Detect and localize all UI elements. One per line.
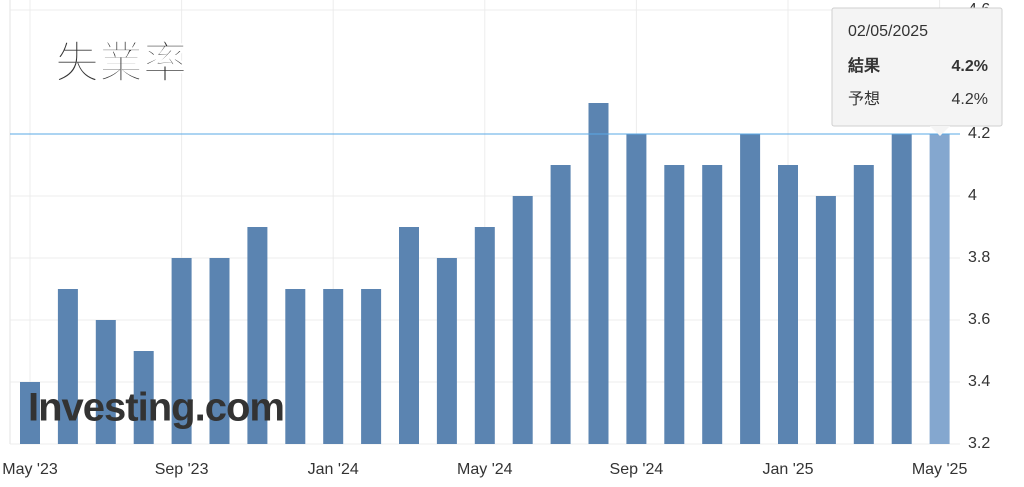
bar bbox=[285, 289, 306, 444]
bar bbox=[664, 165, 685, 444]
chart-title: 失業率 bbox=[55, 39, 187, 88]
bar bbox=[171, 258, 192, 444]
bar bbox=[550, 165, 571, 444]
x-tick-label: Sep '24 bbox=[610, 461, 664, 478]
bar bbox=[778, 165, 798, 444]
bar bbox=[929, 134, 950, 444]
bar bbox=[626, 134, 647, 444]
x-tick-label: May '24 bbox=[457, 461, 513, 478]
bar bbox=[133, 351, 154, 444]
bar bbox=[20, 382, 40, 444]
bar bbox=[702, 165, 723, 444]
bar bbox=[512, 196, 533, 444]
y-tick-label: 4 bbox=[968, 187, 977, 204]
bar bbox=[399, 227, 419, 444]
bar bbox=[95, 320, 116, 444]
bar bbox=[474, 227, 495, 444]
bar bbox=[209, 258, 230, 444]
tooltip-actual-label: 結果 bbox=[848, 56, 880, 75]
y-tick-label: 3.8 bbox=[968, 249, 990, 266]
tooltip-forecast: 4.2% bbox=[952, 91, 988, 108]
tooltip-actual: 4.2% bbox=[952, 58, 988, 75]
bar bbox=[247, 227, 268, 444]
bar bbox=[891, 134, 912, 444]
bar bbox=[815, 196, 836, 444]
y-tick-label: 4.2 bbox=[968, 125, 990, 142]
y-tick-label: 3.4 bbox=[968, 373, 990, 390]
x-tick-label: May '25 bbox=[912, 461, 968, 478]
tooltip-box bbox=[831, 7, 1003, 127]
watermark: Investing.com bbox=[28, 386, 284, 430]
y-tick-label: 3.2 bbox=[968, 435, 990, 452]
x-tick-label: Jan '24 bbox=[308, 461, 359, 478]
bar bbox=[588, 103, 609, 444]
x-tick-label: May '23 bbox=[2, 461, 58, 478]
tooltip-pointer bbox=[930, 126, 950, 136]
bar bbox=[361, 289, 382, 444]
x-tick-label: Sep '23 bbox=[155, 461, 209, 478]
bar bbox=[323, 289, 344, 444]
bar bbox=[57, 289, 78, 444]
tooltip-forecast-label: 予想 bbox=[848, 90, 880, 108]
y-tick-label: 3.6 bbox=[968, 311, 990, 328]
bar bbox=[740, 134, 761, 444]
tooltip-date: 02/05/2025 bbox=[848, 23, 928, 40]
bar bbox=[853, 165, 874, 444]
bar bbox=[436, 258, 457, 444]
x-tick-label: Jan '25 bbox=[762, 461, 813, 478]
tooltip: 02/05/2025 結果 4.2% 予想 4.2% bbox=[831, 7, 1003, 136]
